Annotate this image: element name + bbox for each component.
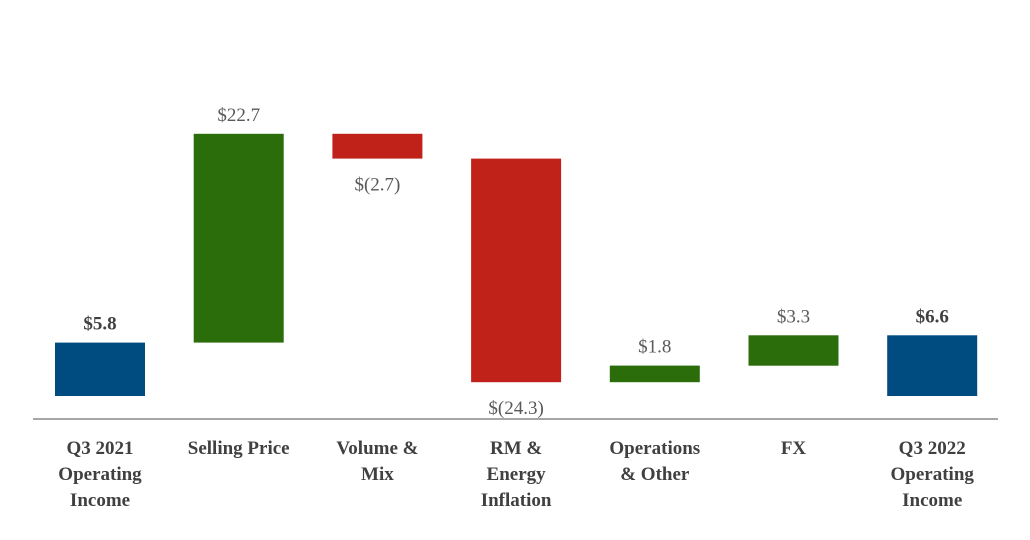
category-label-line: Operating: [891, 464, 975, 485]
value-label-0: $5.8: [83, 314, 116, 335]
category-label-line: Mix: [361, 464, 394, 485]
category-label-line: Selling Price: [188, 438, 290, 459]
bar-4: [609, 365, 700, 383]
category-label-line: Income: [902, 490, 962, 511]
category-label-4: Operations & Other: [609, 438, 700, 485]
category-label-line: Energy: [487, 464, 547, 485]
bar-5: [748, 335, 839, 366]
category-label-line: Operating: [58, 464, 142, 485]
bars-group: [55, 133, 978, 396]
category-label-line: Volume &: [336, 438, 418, 459]
category-label-0: Q3 2021 Operating Income: [58, 438, 142, 511]
category-label-5: FX: [781, 438, 807, 459]
value-label-6: $6.6: [916, 306, 949, 327]
category-label-line: Operations: [609, 438, 700, 459]
category-label-line: & Other: [620, 464, 690, 485]
bar-3: [471, 158, 562, 383]
category-label-1: Selling Price: [188, 438, 290, 459]
category-label-3: RM & Energy Inflation: [481, 438, 552, 511]
value-label-5: $3.3: [777, 306, 810, 327]
value-label-1: $22.7: [217, 105, 260, 126]
value-label-3: $(24.3): [488, 398, 543, 419]
category-label-line: FX: [781, 438, 807, 459]
bar-1: [193, 133, 284, 343]
category-label-line: Income: [70, 490, 130, 511]
bar-6: [887, 335, 978, 396]
category-label-line: RM &: [490, 438, 542, 459]
bar-0: [55, 342, 145, 396]
bar-2: [332, 133, 423, 159]
category-label-2: Volume & Mix: [336, 438, 418, 485]
value-labels-group: $5.8 $22.7 $(2.7) $(24.3) $1.8 $3.3 $6.6: [83, 105, 948, 419]
category-labels-group: Q3 2021 Operating Income Selling Price Volum…: [58, 438, 974, 511]
category-label-6: Q3 2022 Operating Income: [891, 438, 975, 511]
category-label-line: Q3 2021: [66, 438, 133, 459]
value-label-2: $(2.7): [354, 175, 400, 196]
value-label-4: $1.8: [638, 337, 671, 358]
category-label-line: Q3 2022: [899, 438, 966, 459]
category-label-line: Inflation: [481, 490, 552, 511]
